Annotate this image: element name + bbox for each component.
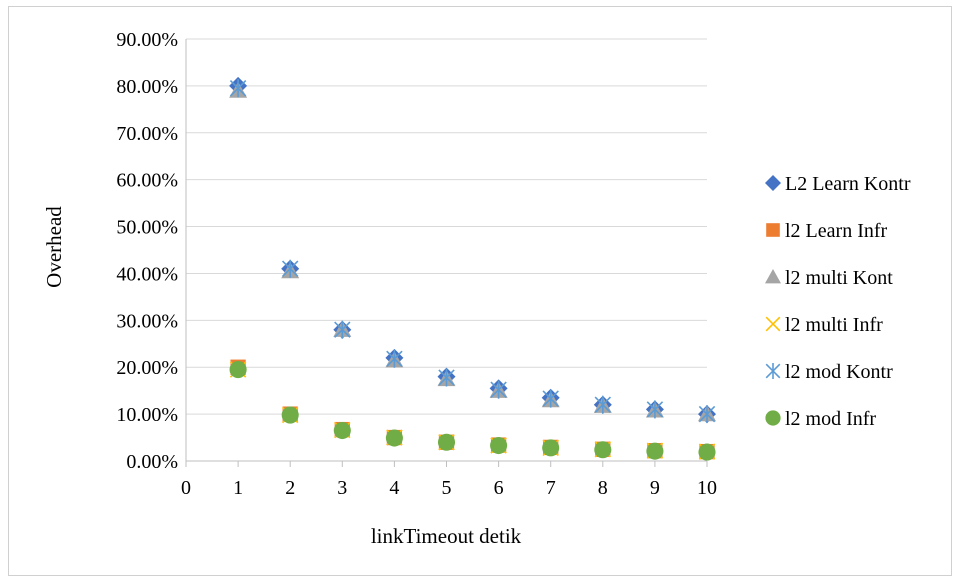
legend-entry: l2 mod Infr	[765, 408, 876, 430]
y-tick-label: 10.00%	[116, 404, 178, 426]
x-tick-label: 5	[442, 477, 452, 499]
x-tick-label: 9	[650, 477, 660, 499]
legend-label: L2 Learn Kontr	[785, 173, 911, 195]
grid-layer	[186, 38, 707, 415]
chart-svg: 0.00% 10.00% 20.00% 30.00% 40.00% 50.00% 60.00…	[42, 29, 911, 548]
data-point-shape	[333, 421, 351, 440]
legend-marker	[765, 269, 781, 284]
legend-label: l2 mod Infr	[785, 408, 876, 430]
data-point	[698, 443, 716, 461]
data-point-shape	[229, 361, 247, 379]
x-axis-label: linkTimeout detik	[371, 524, 522, 548]
data-point	[542, 389, 559, 408]
legend-label: l2 multi Kont	[785, 267, 893, 289]
y-tick-label: 20.00%	[116, 357, 178, 379]
data-point	[229, 79, 247, 98]
data-point-shape	[542, 439, 560, 457]
legend-entry: l2 multi Kont	[765, 267, 893, 289]
legend-label: l2 mod Kontr	[785, 361, 893, 383]
data-point	[438, 368, 455, 387]
y-tick-label: 50.00%	[116, 217, 178, 239]
x-tick-label: 6	[494, 477, 504, 499]
legend-layer: L2 Learn Kontr l2 Learn Infr l2 multi Kont…	[765, 173, 911, 430]
data-point	[594, 441, 612, 459]
data-point-shape	[646, 442, 664, 460]
series-5	[229, 361, 716, 461]
data-point	[646, 400, 664, 419]
y-tick-label: 40.00%	[116, 263, 178, 285]
legend-entry: L2 Learn Kontr	[765, 173, 911, 195]
data-point-shape	[281, 406, 299, 424]
y-tick-label: 80.00%	[116, 76, 178, 98]
data-point	[229, 361, 247, 379]
x-tick-label: 4	[389, 477, 399, 499]
data-point	[281, 259, 299, 278]
data-point	[333, 421, 351, 440]
axis-layer: 0.00% 10.00% 20.00% 30.00% 40.00% 50.00% 60.00…	[116, 29, 717, 499]
data-point	[490, 436, 508, 455]
legend-marker	[766, 223, 780, 237]
x-tick-label: 2	[285, 477, 295, 499]
series-0	[229, 76, 716, 424]
data-point-shape	[698, 443, 716, 461]
legend-marker-shape	[765, 269, 781, 284]
y-tick-label: 70.00%	[116, 123, 178, 145]
data-point-shape	[490, 436, 508, 455]
legend-entry: l2 mod Kontr	[765, 361, 893, 383]
x-tick-label: 10	[697, 477, 717, 499]
data-point-shape	[385, 429, 403, 447]
y-tick-label: 90.00%	[116, 29, 178, 51]
data-point	[281, 406, 299, 424]
x-tick-label: 3	[337, 477, 347, 499]
legend-marker-shape	[766, 223, 780, 237]
data-point	[437, 433, 456, 451]
data-point	[385, 429, 403, 447]
y-tick-label: 60.00%	[116, 170, 178, 192]
legend-marker	[765, 363, 781, 379]
legend-entry: l2 Learn Infr	[766, 220, 888, 242]
series-1	[230, 359, 715, 460]
legend-entry: l2 multi Infr	[765, 314, 883, 336]
data-point	[594, 395, 612, 414]
legend-label: l2 multi Infr	[785, 314, 883, 336]
y-axis-label: Overhead	[42, 206, 66, 288]
marks-layer	[229, 76, 716, 461]
series-3	[229, 361, 716, 460]
data-point	[698, 405, 716, 424]
chart-frame: 0.00% 10.00% 20.00% 30.00% 40.00% 50.00% 60.00…	[8, 6, 952, 576]
legend-marker	[765, 316, 781, 332]
series-4	[229, 79, 716, 424]
data-point	[490, 380, 507, 399]
data-point	[646, 442, 664, 460]
y-tick-label: 0.00%	[126, 451, 178, 473]
legend-marker	[765, 410, 781, 426]
legend-marker	[765, 175, 781, 191]
legend-marker-shape	[765, 410, 781, 426]
data-point-shape	[594, 441, 612, 459]
data-point	[334, 320, 351, 339]
legend-label: l2 Learn Infr	[785, 220, 888, 242]
x-tick-label: 0	[181, 477, 191, 499]
data-point	[386, 349, 403, 368]
data-point	[542, 439, 560, 457]
x-tick-label: 8	[598, 477, 608, 499]
legend-marker-stroke-b	[765, 316, 781, 332]
data-point-shape	[437, 433, 456, 451]
legend-marker-shape	[765, 175, 781, 191]
y-tick-label: 30.00%	[116, 310, 178, 332]
x-tick-label: 7	[546, 477, 556, 499]
x-tick-label: 1	[233, 477, 243, 499]
